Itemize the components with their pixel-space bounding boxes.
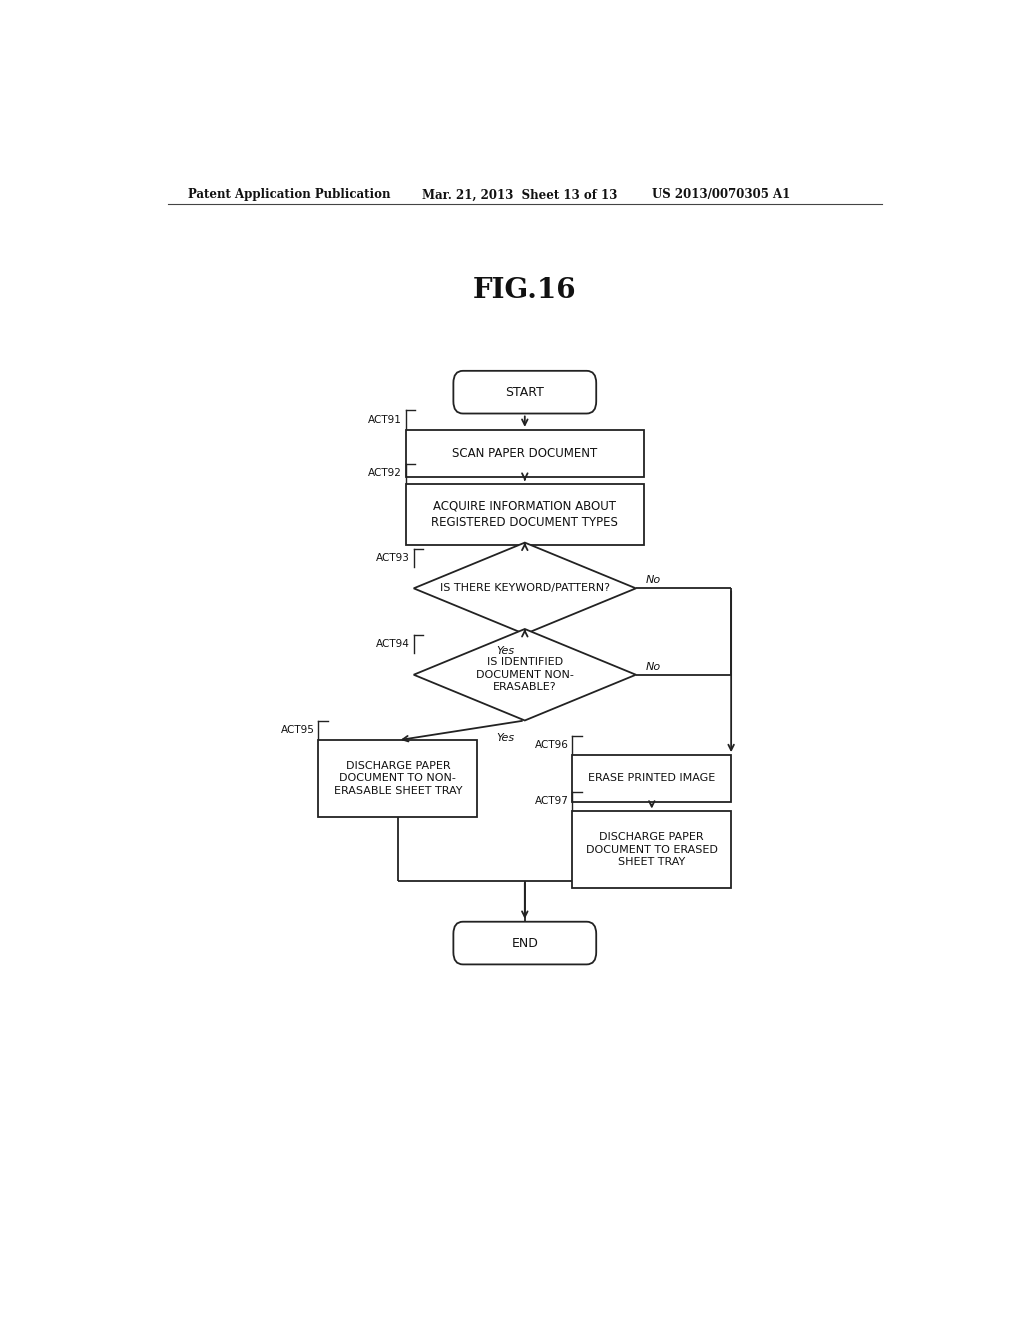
Text: Yes: Yes bbox=[496, 647, 514, 656]
Text: ACT91: ACT91 bbox=[368, 414, 401, 425]
Bar bbox=[572, 812, 731, 887]
Text: DISCHARGE PAPER
DOCUMENT TO NON-
ERASABLE SHEET TRAY: DISCHARGE PAPER DOCUMENT TO NON- ERASABL… bbox=[334, 762, 462, 796]
Bar bbox=[572, 755, 731, 801]
Text: SCAN PAPER DOCUMENT: SCAN PAPER DOCUMENT bbox=[453, 446, 597, 459]
Bar bbox=[318, 741, 477, 817]
Text: IS THERE KEYWORD/PATTERN?: IS THERE KEYWORD/PATTERN? bbox=[439, 583, 610, 593]
Text: ACT93: ACT93 bbox=[376, 553, 410, 562]
Text: Yes: Yes bbox=[496, 733, 514, 743]
Text: DISCHARGE PAPER
DOCUMENT TO ERASED
SHEET TRAY: DISCHARGE PAPER DOCUMENT TO ERASED SHEET… bbox=[586, 832, 718, 867]
Polygon shape bbox=[414, 630, 636, 721]
Text: ACT97: ACT97 bbox=[535, 796, 568, 807]
Text: ACT92: ACT92 bbox=[368, 469, 401, 478]
Text: ERASE PRINTED IMAGE: ERASE PRINTED IMAGE bbox=[588, 774, 716, 783]
Polygon shape bbox=[414, 543, 636, 634]
Bar bbox=[406, 430, 644, 477]
Text: IS IDENTIFIED
DOCUMENT NON-
ERASABLE?: IS IDENTIFIED DOCUMENT NON- ERASABLE? bbox=[476, 657, 573, 692]
Text: ACQUIRE INFORMATION ABOUT
REGISTERED DOCUMENT TYPES: ACQUIRE INFORMATION ABOUT REGISTERED DOC… bbox=[431, 500, 618, 528]
FancyBboxPatch shape bbox=[454, 371, 596, 413]
Text: US 2013/0070305 A1: US 2013/0070305 A1 bbox=[652, 189, 791, 202]
Text: ACT96: ACT96 bbox=[535, 741, 568, 750]
Text: ACT95: ACT95 bbox=[281, 725, 314, 735]
Text: Patent Application Publication: Patent Application Publication bbox=[187, 189, 390, 202]
Text: START: START bbox=[506, 385, 544, 399]
Text: ACT94: ACT94 bbox=[376, 639, 410, 649]
Text: No: No bbox=[645, 576, 660, 585]
Text: No: No bbox=[645, 661, 660, 672]
Text: Mar. 21, 2013  Sheet 13 of 13: Mar. 21, 2013 Sheet 13 of 13 bbox=[422, 189, 617, 202]
Bar bbox=[406, 483, 644, 545]
Text: FIG.16: FIG.16 bbox=[473, 277, 577, 304]
Text: END: END bbox=[511, 937, 539, 949]
FancyBboxPatch shape bbox=[454, 921, 596, 965]
